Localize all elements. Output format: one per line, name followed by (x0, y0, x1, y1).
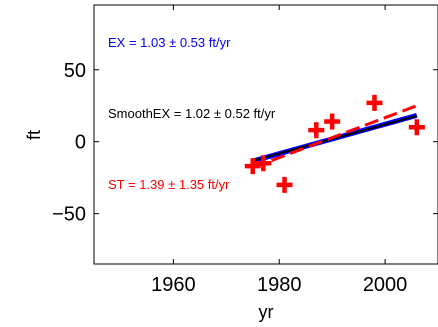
annotation-smoothex: SmoothEX = 1.02 ± 0.52 ft/yr (108, 106, 276, 121)
data-point (324, 113, 341, 130)
data-point (276, 176, 293, 193)
y-tick-label: −50 (52, 204, 86, 226)
data-points (244, 94, 425, 193)
y-tick-label: 0 (75, 132, 86, 154)
trend-lines (252, 104, 418, 169)
trend-line-st (252, 104, 418, 169)
data-point (244, 158, 261, 175)
annotation-ex: EX = 1.03 ± 0.53 ft/yr (108, 35, 231, 50)
y-tick-label: 50 (64, 60, 86, 82)
data-point (408, 119, 425, 136)
x-tick-label: 2000 (363, 274, 408, 296)
x-axis-label: yr (259, 302, 274, 322)
x-tick-label: 1980 (257, 274, 302, 296)
data-point (366, 94, 383, 111)
plot-area (93, 4, 438, 265)
annotation-st: ST = 1.39 ± 1.35 ft/yr (108, 177, 230, 192)
rate-annotations: EX = 1.03 ± 0.53 ft/yr SmoothEX = 1.02 ±… (108, 35, 276, 192)
axis-ticks: 1960 1980 2000 −50 0 50 (52, 5, 438, 296)
x-tick-label: 1960 (151, 274, 196, 296)
data-point (255, 155, 272, 172)
y-axis-label: ft (24, 130, 44, 140)
data-point (308, 122, 325, 139)
